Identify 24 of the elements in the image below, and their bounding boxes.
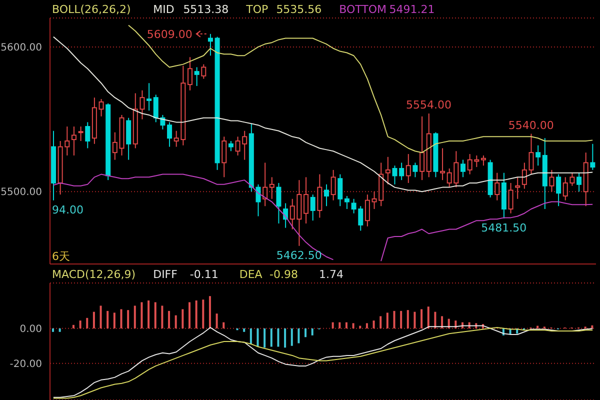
text: -0.98 xyxy=(270,268,298,281)
y-tick-label: -20.00 xyxy=(10,358,42,370)
annotation: 5554.00 xyxy=(406,98,452,112)
annotation: 94.00 xyxy=(52,203,84,216)
y-tick-label: 5600.00 xyxy=(0,42,42,54)
text: -0.11 xyxy=(190,268,218,281)
text: 5513.38 xyxy=(183,3,229,16)
chart-title: MACD(12,26,9) xyxy=(52,268,136,281)
text: DEA xyxy=(239,268,263,281)
text: 5535.56 xyxy=(276,3,322,16)
chart-title: BOLL(26,26,2) xyxy=(52,3,131,16)
annotation: 5481.50 xyxy=(481,221,527,234)
annotation: 5609.00 xyxy=(146,28,192,41)
text: 1.74 xyxy=(319,268,344,281)
annotation: 6天 xyxy=(52,250,70,263)
annotation: 5462.50 xyxy=(276,248,322,262)
text: BOTTOM xyxy=(339,3,387,16)
text: TOP xyxy=(245,3,268,16)
text: DIFF xyxy=(153,268,178,281)
annotation: 5540.00 xyxy=(508,118,554,132)
y-tick-label: 0.00 xyxy=(20,324,42,335)
text: MID xyxy=(153,3,174,16)
text: 5491.21 xyxy=(389,3,435,16)
y-tick-label: 5500.00 xyxy=(0,187,42,198)
